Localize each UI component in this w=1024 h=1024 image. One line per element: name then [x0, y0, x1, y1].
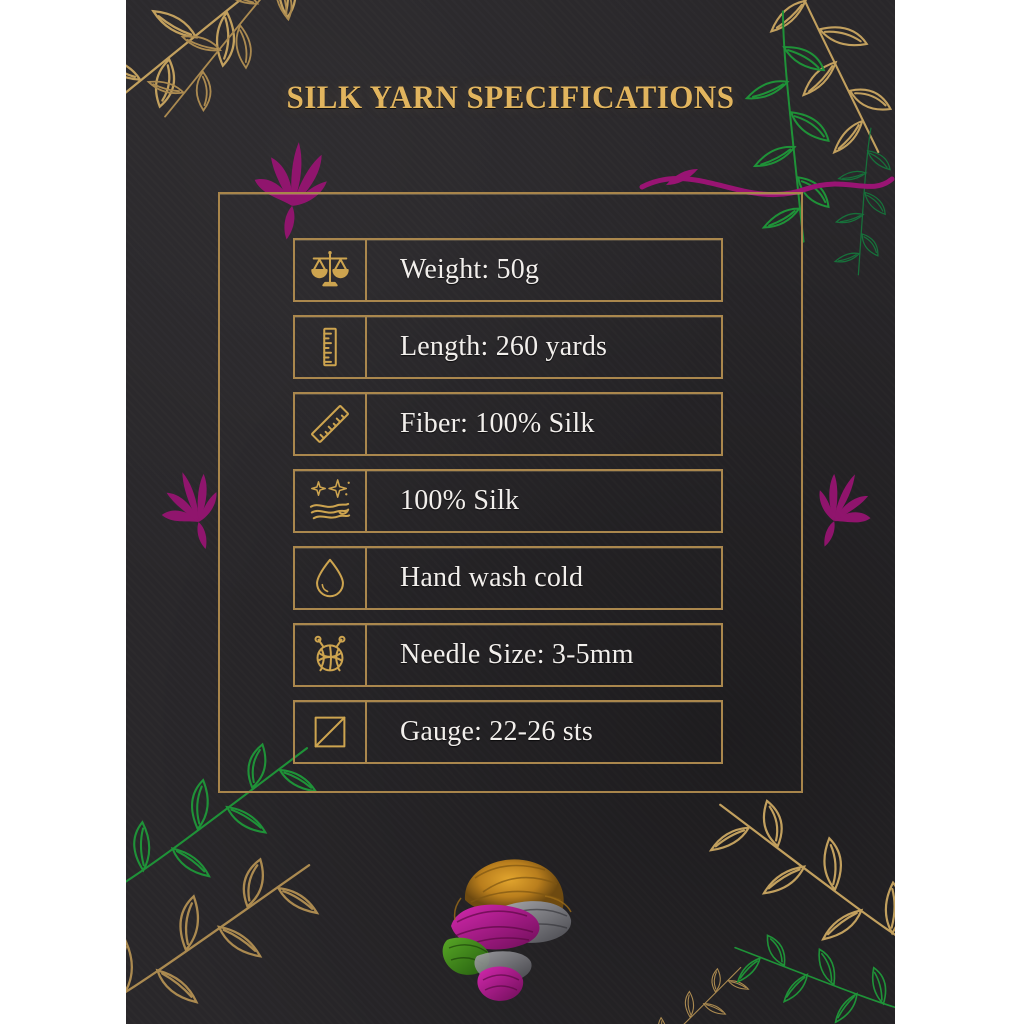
spec-row-care: Hand wash cold: [293, 546, 723, 610]
spec-frame-border: [218, 192, 803, 793]
spec-label-fiber: Fiber: 100% Silk: [400, 408, 595, 439]
page-title: SILK YARN SPECIFICATIONS: [286, 80, 735, 116]
spec-row-fiber: Fiber: 100% Silk: [293, 392, 723, 456]
leaf-branch-green-top-right2-icon: [789, 121, 895, 287]
spec-card: SILK YARN SPECIFICATIONS Weight: 50g: [126, 0, 895, 1024]
silk-shine-icon: [295, 471, 367, 531]
spec-row-gauge: Gauge: 22-26 sts: [293, 700, 723, 764]
water-drop-icon: [295, 548, 367, 608]
spec-label-silk: 100% Silk: [400, 485, 520, 516]
yarn-skein-image: [425, 848, 597, 1013]
yarn-needles-icon: [295, 625, 367, 685]
leaf-branch-gold-bottom-right-icon: [693, 784, 895, 966]
spec-label-needle: Needle Size: 3-5mm: [400, 639, 634, 670]
spec-row-weight: Weight: 50g: [293, 238, 723, 302]
spec-label-care: Hand wash cold: [400, 562, 584, 593]
ruler-vertical-icon: [295, 317, 367, 377]
ruler-diagonal-icon: [295, 394, 367, 454]
spec-row-silk: 100% Silk: [293, 469, 723, 533]
gauge-swatch-icon: [295, 702, 367, 762]
spec-table: Weight: 50g Length: 260 yards Fi: [293, 238, 723, 764]
leaf-branch-green-bottom-right-icon: [723, 905, 895, 1024]
spec-label-weight: Weight: 50g: [400, 254, 540, 285]
balance-scale-icon: [295, 240, 367, 300]
leaf-branch-gold-bottom-center-icon: [628, 957, 763, 1024]
spec-row-length: Length: 260 yards: [293, 315, 723, 379]
spec-row-needle: Needle Size: 3-5mm: [293, 623, 723, 687]
spec-label-length: Length: 260 yards: [400, 331, 608, 362]
leaf-branch-gold-bottom-left-icon: [126, 844, 333, 1024]
spec-label-gauge: Gauge: 22-26 sts: [400, 716, 593, 747]
